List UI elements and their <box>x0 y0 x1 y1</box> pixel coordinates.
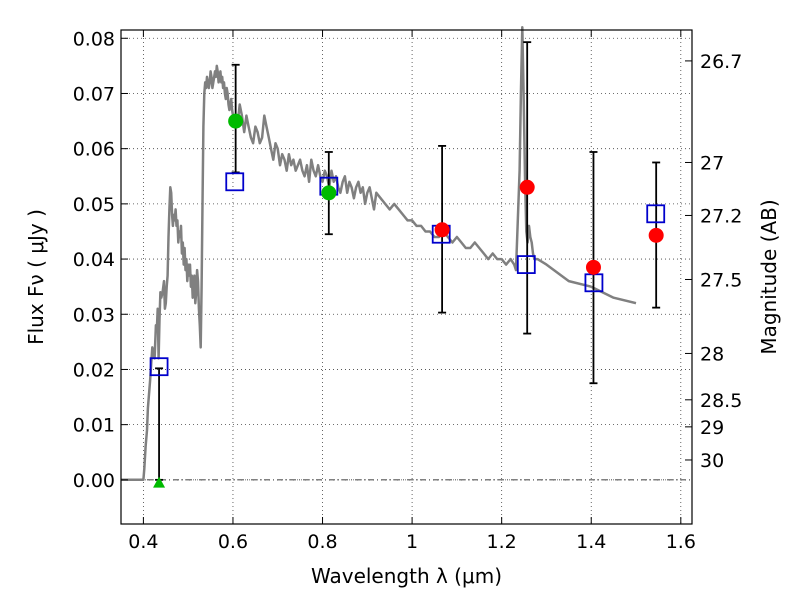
x-tick-label: 1.6 <box>666 531 696 553</box>
axis-ticks <box>121 30 692 524</box>
x-tick-label: 0.8 <box>307 531 337 553</box>
open-square-point <box>516 255 536 274</box>
open-square-point <box>646 204 666 224</box>
y2-axis-label: Magnitude (AB) <box>757 199 781 354</box>
tick-labels: 0.4 0.6 0.8 1 1.2 1.4 1.6 0.00 0.01 0.02 0.03 0.04 0… <box>73 28 743 553</box>
y-tick-label: 0.00 <box>73 470 115 492</box>
x-tick-label: 1.4 <box>576 531 606 553</box>
y-tick-label: 0.08 <box>73 28 115 50</box>
y2-tick-label: 28.5 <box>700 390 742 412</box>
y2-tick-label: 30 <box>700 450 724 472</box>
y-tick-label: 0.01 <box>73 415 115 437</box>
y2-tick-label: 27 <box>700 152 724 174</box>
y-tick-label: 0.04 <box>73 249 115 271</box>
y2-tick-label: 27.5 <box>700 269 742 291</box>
filled-circle-point <box>228 113 244 129</box>
x-tick-label: 1 <box>406 531 418 553</box>
x-tick-label: 0.4 <box>128 531 158 553</box>
y2-tick-label: 29 <box>700 417 724 439</box>
y-tick-label: 0.02 <box>73 359 115 381</box>
filled-circle-point <box>434 222 450 238</box>
y-tick-label: 0.06 <box>73 139 115 161</box>
y-tick-label: 0.07 <box>73 83 115 105</box>
x-tick-label: 1.2 <box>487 531 517 553</box>
model-spectrum <box>121 25 637 482</box>
y-axis-label: Flux Fν ( μJy ) <box>24 209 48 345</box>
x-tick-label: 0.6 <box>218 531 248 553</box>
x-axis-label: Wavelength λ (μm) <box>311 564 502 588</box>
y2-tick-label: 26.7 <box>700 51 742 73</box>
open-square-point <box>149 357 169 377</box>
triangle-point <box>153 476 166 488</box>
filled-circle-point <box>519 179 535 195</box>
data-markers <box>149 113 666 488</box>
plot-frame <box>120 29 693 525</box>
spectrum-line <box>121 25 637 482</box>
y-tick-label: 0.03 <box>73 304 115 326</box>
y2-tick-label: 27.2 <box>700 205 742 227</box>
grid <box>121 30 692 524</box>
filled-circle-point <box>321 185 337 201</box>
y2-tick-label: 28 <box>700 343 724 365</box>
y-tick-label: 0.05 <box>73 194 115 216</box>
open-square-point <box>225 172 245 192</box>
filled-circle-point <box>648 227 664 243</box>
filled-circle-point <box>585 259 601 275</box>
